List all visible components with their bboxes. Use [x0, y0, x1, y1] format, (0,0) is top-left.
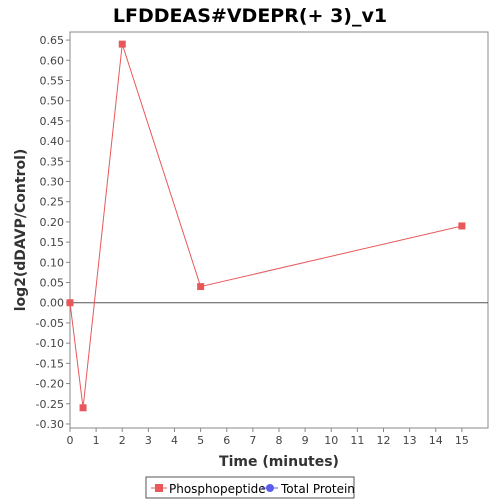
x-tick-label: 8: [276, 434, 283, 447]
x-axis: 0 1 2 3 4 5 6 7 8 9 10 11 12 13 14 15: [67, 428, 469, 447]
y-tick-label: 0.55: [40, 74, 65, 87]
y-tick-label: 0.20: [40, 216, 65, 229]
x-axis-title: Time (minutes): [219, 454, 339, 470]
y-tick-label: 0.60: [40, 54, 65, 67]
data-point: [79, 404, 87, 412]
y-axis: -0.30 -0.25 -0.20 -0.15 -0.10 -0.05 0.00 0.05 0.…: [36, 34, 70, 431]
y-tick-label: 0.15: [40, 236, 65, 249]
y-tick-label: 0.50: [40, 95, 65, 108]
x-tick-label: 5: [197, 434, 204, 447]
x-tick-label: 2: [119, 434, 126, 447]
legend-marker-phosphopeptide: [155, 484, 163, 492]
y-tick-label: 0.35: [40, 155, 65, 168]
y-tick-label: 0.10: [40, 256, 65, 269]
legend-label-phosphopeptide: Phosphopeptide: [169, 482, 266, 496]
y-tick-label: -0.10: [36, 337, 64, 350]
y-axis-title: log2(dDAVP/Control): [13, 149, 29, 312]
y-tick-label: -0.20: [36, 378, 64, 391]
y-tick-label: -0.25: [36, 398, 64, 411]
y-tick-label: 0.45: [40, 115, 65, 128]
x-tick-label: 4: [171, 434, 178, 447]
x-tick-label: 3: [145, 434, 152, 447]
y-tick-label: 0.25: [40, 196, 65, 209]
chart-title: LFDDEAS#VDEPR(+ 3)_v1: [113, 5, 387, 27]
series-group: [66, 40, 466, 412]
x-tick-label: 15: [455, 434, 469, 447]
y-tick-label: 0.30: [40, 176, 65, 189]
y-tick-label: 0.40: [40, 135, 65, 148]
x-tick-label: 11: [350, 434, 364, 447]
legend-marker-total-protein: [266, 484, 274, 492]
data-point: [118, 40, 126, 48]
legend-box: [145, 476, 355, 499]
x-tick-label: 14: [429, 434, 443, 447]
legend-label-total-protein: Total Protein: [280, 482, 355, 496]
data-point: [66, 299, 74, 307]
x-tick-label: 6: [223, 434, 230, 447]
data-point: [458, 222, 466, 230]
data-point: [197, 283, 205, 291]
y-tick-label: -0.05: [36, 317, 64, 330]
x-tick-label: 12: [377, 434, 391, 447]
x-tick-label: 13: [403, 434, 417, 447]
plot-area: [69, 31, 489, 429]
x-tick-label: 0: [67, 434, 74, 447]
y-tick-label: 0.05: [40, 277, 65, 290]
x-tick-label: 1: [93, 434, 100, 447]
y-tick-label: -0.15: [36, 357, 64, 370]
x-tick-label: 10: [324, 434, 338, 447]
y-tick-label: 0.00: [40, 297, 65, 310]
x-tick-label: 9: [302, 434, 309, 447]
legend: Phosphopeptide Total Protein: [145, 476, 355, 499]
x-tick-label: 7: [249, 434, 256, 447]
y-tick-label: -0.30: [36, 418, 64, 431]
y-tick-label: 0.65: [40, 34, 65, 47]
